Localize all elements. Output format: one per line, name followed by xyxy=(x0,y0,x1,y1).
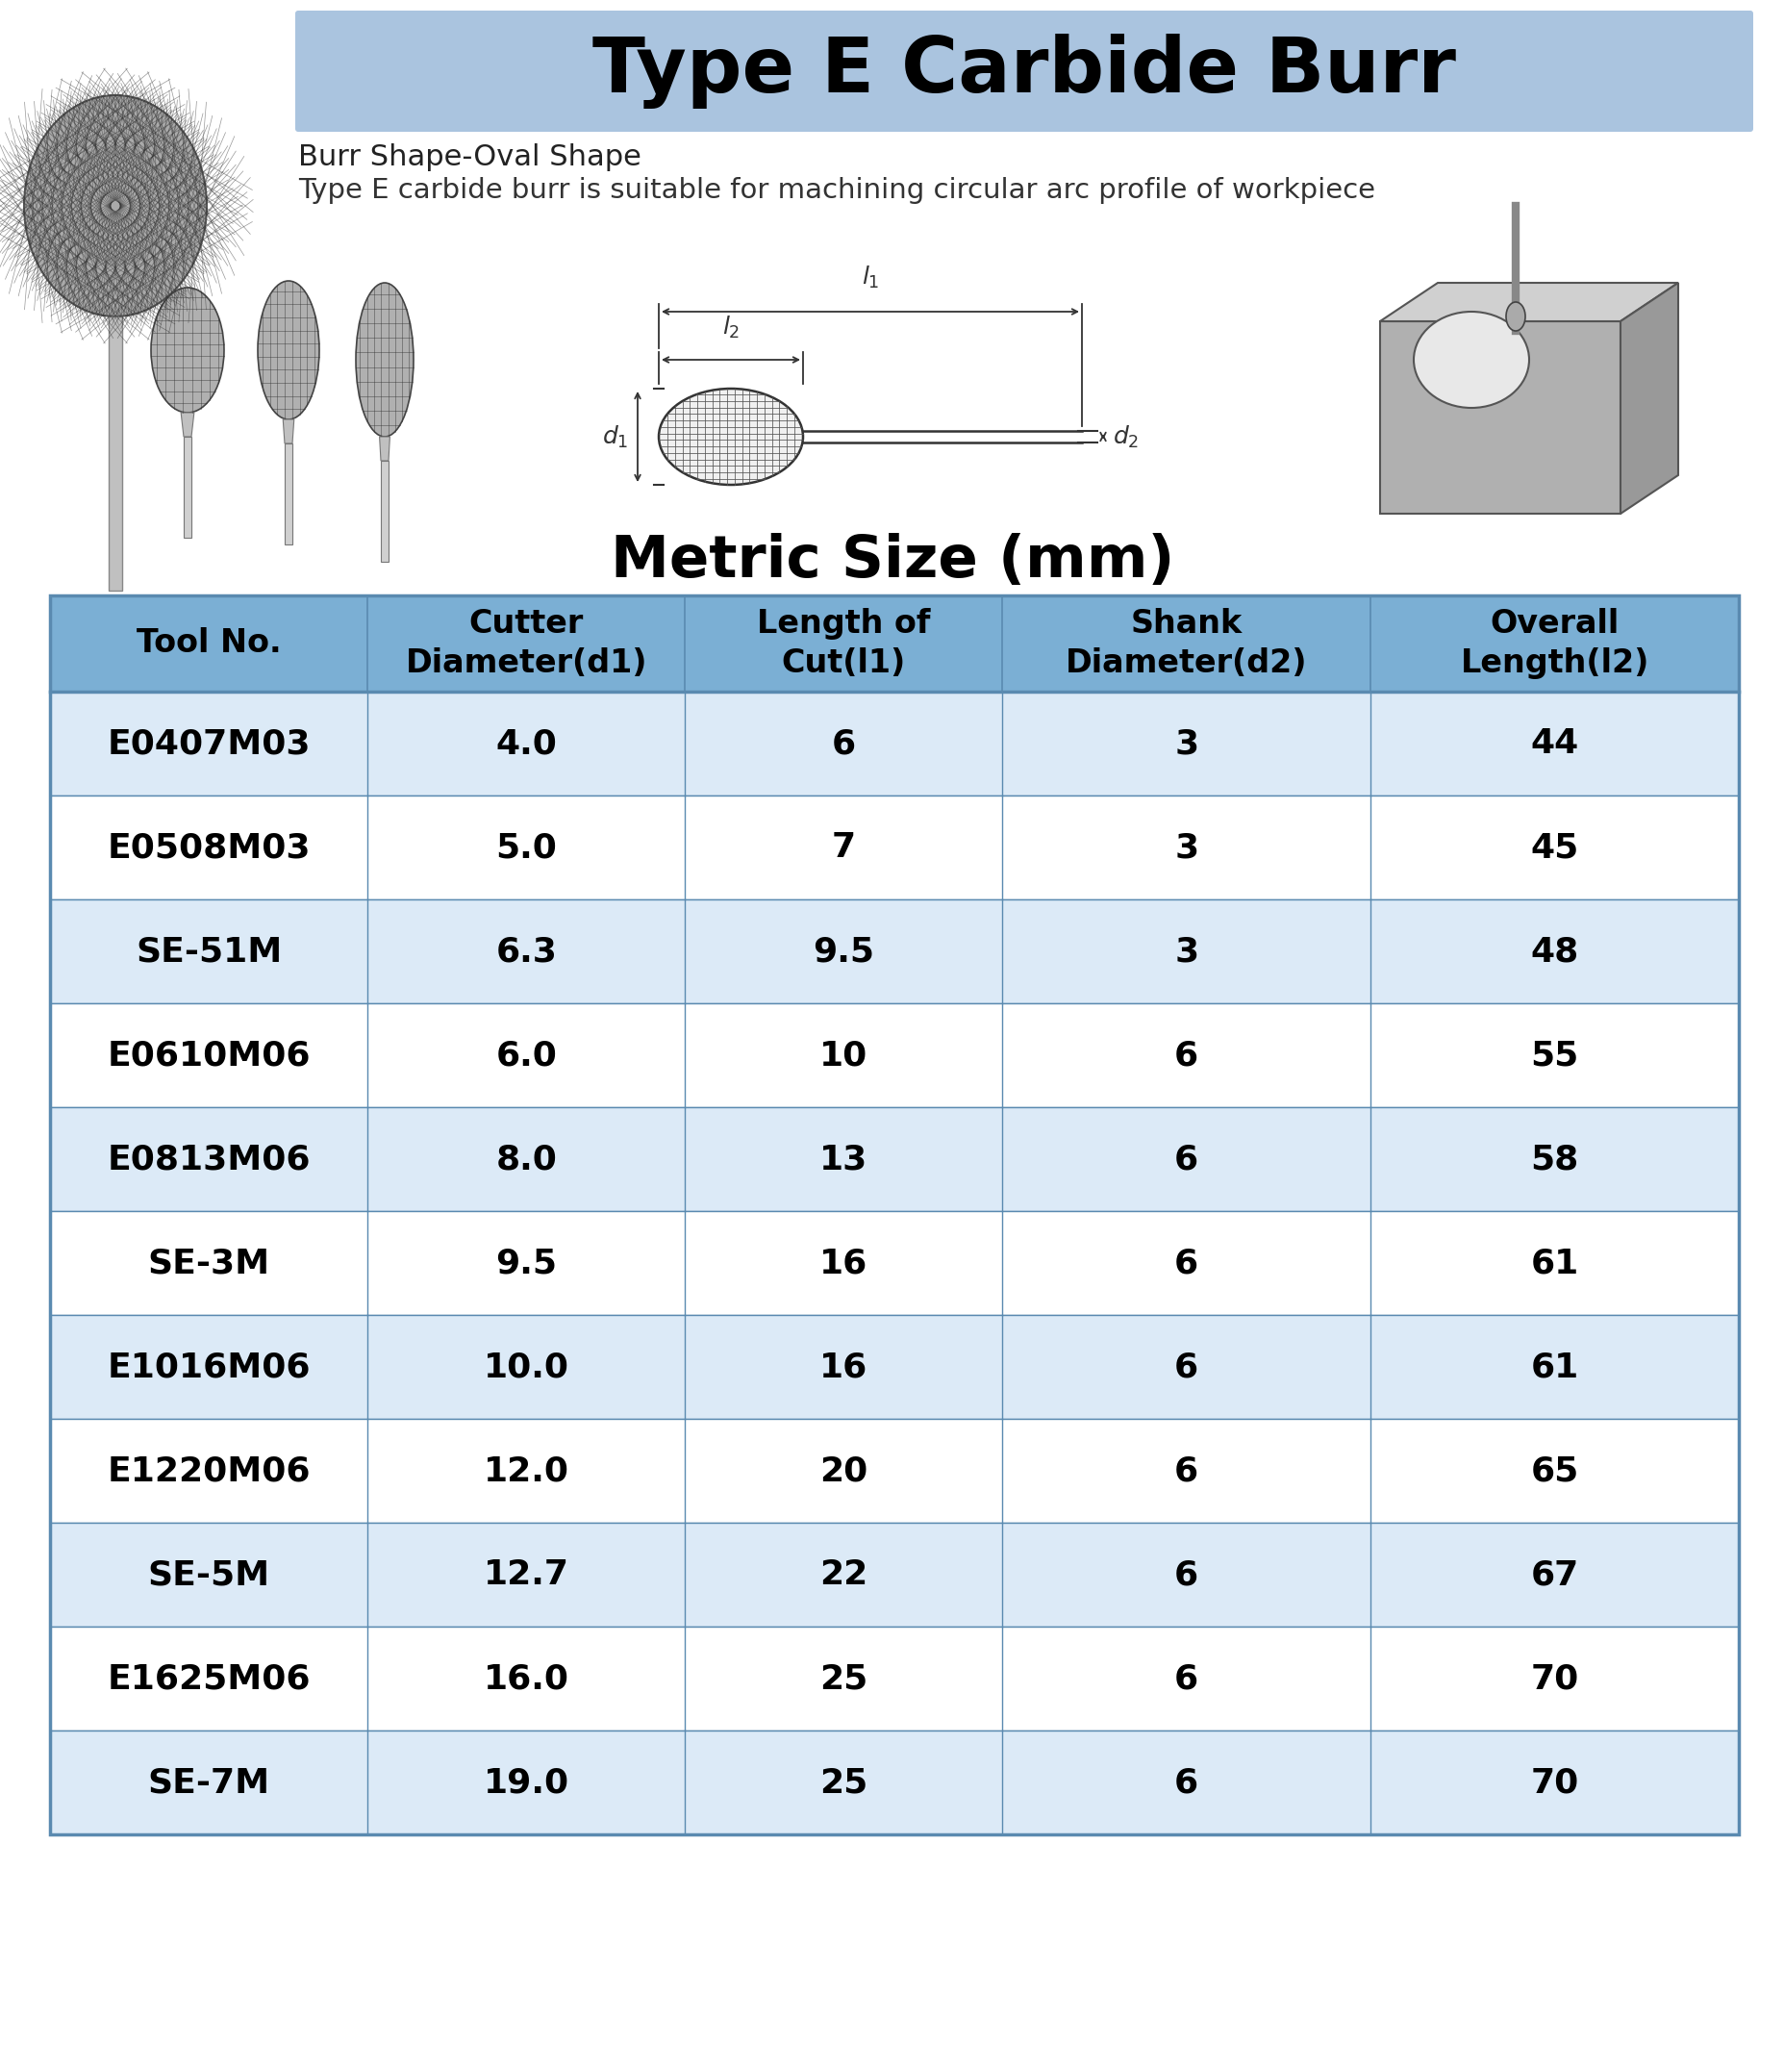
Text: 70: 70 xyxy=(1529,1662,1579,1695)
Text: 55: 55 xyxy=(1529,1038,1579,1071)
Text: E1220M06: E1220M06 xyxy=(107,1455,310,1488)
Text: 6: 6 xyxy=(1174,1247,1199,1278)
Polygon shape xyxy=(380,437,389,460)
Text: 70: 70 xyxy=(1529,1765,1579,1798)
Text: 45: 45 xyxy=(1529,831,1579,864)
Polygon shape xyxy=(284,419,294,443)
Bar xyxy=(50,1003,1738,1106)
Text: E0508M03: E0508M03 xyxy=(107,831,310,864)
Text: 67: 67 xyxy=(1529,1558,1579,1591)
Bar xyxy=(50,1210,1738,1316)
Text: E0610M06: E0610M06 xyxy=(107,1038,310,1071)
Text: 12.0: 12.0 xyxy=(483,1455,569,1488)
Text: 48: 48 xyxy=(1529,934,1579,968)
Text: 13: 13 xyxy=(819,1144,867,1175)
Text: SE-7M: SE-7M xyxy=(148,1765,269,1798)
Bar xyxy=(50,692,1738,796)
Text: 5.0: 5.0 xyxy=(496,831,557,864)
Text: $l_2$: $l_2$ xyxy=(723,315,739,340)
Bar xyxy=(50,1316,1738,1419)
Text: 16: 16 xyxy=(819,1351,867,1384)
Text: 6: 6 xyxy=(1174,1144,1199,1175)
Text: Metric Size (mm): Metric Size (mm) xyxy=(610,533,1174,591)
Ellipse shape xyxy=(23,95,207,317)
FancyBboxPatch shape xyxy=(1379,321,1620,514)
Text: 3: 3 xyxy=(1174,831,1199,864)
Text: Length of
Cut(l1): Length of Cut(l1) xyxy=(756,607,929,680)
Text: 10.0: 10.0 xyxy=(483,1351,569,1384)
Text: 25: 25 xyxy=(819,1765,867,1798)
Text: SE-51M: SE-51M xyxy=(136,934,282,968)
Text: 7: 7 xyxy=(831,831,855,864)
Text: E1625M06: E1625M06 xyxy=(107,1662,310,1695)
Text: 19.0: 19.0 xyxy=(483,1765,569,1798)
Polygon shape xyxy=(1379,282,1677,321)
Bar xyxy=(50,1627,1738,1730)
Text: 6.3: 6.3 xyxy=(496,934,557,968)
Bar xyxy=(284,443,293,545)
Text: SE-5M: SE-5M xyxy=(148,1558,269,1591)
Ellipse shape xyxy=(658,390,803,485)
Bar xyxy=(50,1106,1738,1210)
Ellipse shape xyxy=(1413,311,1529,408)
Text: 8.0: 8.0 xyxy=(496,1144,557,1175)
Text: 58: 58 xyxy=(1529,1144,1579,1175)
Text: Cutter
Diameter(d1): Cutter Diameter(d1) xyxy=(405,607,648,680)
Text: E0407M03: E0407M03 xyxy=(107,727,310,760)
Text: Overall
Length(l2): Overall Length(l2) xyxy=(1459,607,1648,680)
Bar xyxy=(50,595,1738,1834)
Text: SE-3M: SE-3M xyxy=(148,1247,269,1278)
Ellipse shape xyxy=(355,282,414,437)
FancyBboxPatch shape xyxy=(294,10,1752,133)
Bar xyxy=(50,1523,1738,1627)
Bar xyxy=(380,460,389,562)
Text: 16: 16 xyxy=(819,1247,867,1278)
Ellipse shape xyxy=(1506,303,1525,332)
Text: Type E Carbide Burr: Type E Carbide Burr xyxy=(592,33,1456,108)
Text: 61: 61 xyxy=(1529,1247,1579,1278)
Text: 6: 6 xyxy=(1174,1351,1199,1384)
Bar xyxy=(50,1730,1738,1834)
Polygon shape xyxy=(1620,282,1677,514)
Ellipse shape xyxy=(152,288,225,412)
Text: 3: 3 xyxy=(1174,934,1199,968)
Text: $d_2$: $d_2$ xyxy=(1111,423,1138,450)
Text: Type E carbide burr is suitable for machining circular arc profile of workpiece: Type E carbide burr is suitable for mach… xyxy=(298,176,1374,203)
Text: 6: 6 xyxy=(831,727,855,760)
Text: 9.5: 9.5 xyxy=(496,1247,557,1278)
Text: 6: 6 xyxy=(1174,1558,1199,1591)
Polygon shape xyxy=(180,412,194,437)
Text: 6: 6 xyxy=(1174,1038,1199,1071)
Text: 61: 61 xyxy=(1529,1351,1579,1384)
Text: 10: 10 xyxy=(819,1038,867,1071)
Text: $l_1$: $l_1$ xyxy=(862,265,880,290)
Text: 20: 20 xyxy=(819,1455,867,1488)
Text: 3: 3 xyxy=(1174,727,1199,760)
Bar xyxy=(50,899,1738,1003)
Text: 6: 6 xyxy=(1174,1455,1199,1488)
Text: Shank
Diameter(d2): Shank Diameter(d2) xyxy=(1065,607,1308,680)
Text: 44: 44 xyxy=(1529,727,1579,760)
Bar xyxy=(50,796,1738,899)
Bar xyxy=(184,437,191,539)
Text: $d_1$: $d_1$ xyxy=(601,423,628,450)
Text: 12.7: 12.7 xyxy=(483,1558,569,1591)
Text: 4.0: 4.0 xyxy=(496,727,557,760)
Text: 65: 65 xyxy=(1529,1455,1579,1488)
Bar xyxy=(109,317,121,591)
Text: 6: 6 xyxy=(1174,1662,1199,1695)
Text: Tool No.: Tool No. xyxy=(136,628,282,659)
Text: 6: 6 xyxy=(1174,1765,1199,1798)
Text: 22: 22 xyxy=(819,1558,867,1591)
Text: 16.0: 16.0 xyxy=(483,1662,569,1695)
Text: 25: 25 xyxy=(819,1662,867,1695)
Ellipse shape xyxy=(257,282,319,419)
Text: Burr Shape-Oval Shape: Burr Shape-Oval Shape xyxy=(298,143,640,172)
Text: 6.0: 6.0 xyxy=(496,1038,557,1071)
Text: E1016M06: E1016M06 xyxy=(107,1351,310,1384)
Text: E0813M06: E0813M06 xyxy=(107,1144,310,1175)
Bar xyxy=(50,595,1738,692)
Bar xyxy=(50,1419,1738,1523)
Text: 9.5: 9.5 xyxy=(812,934,874,968)
